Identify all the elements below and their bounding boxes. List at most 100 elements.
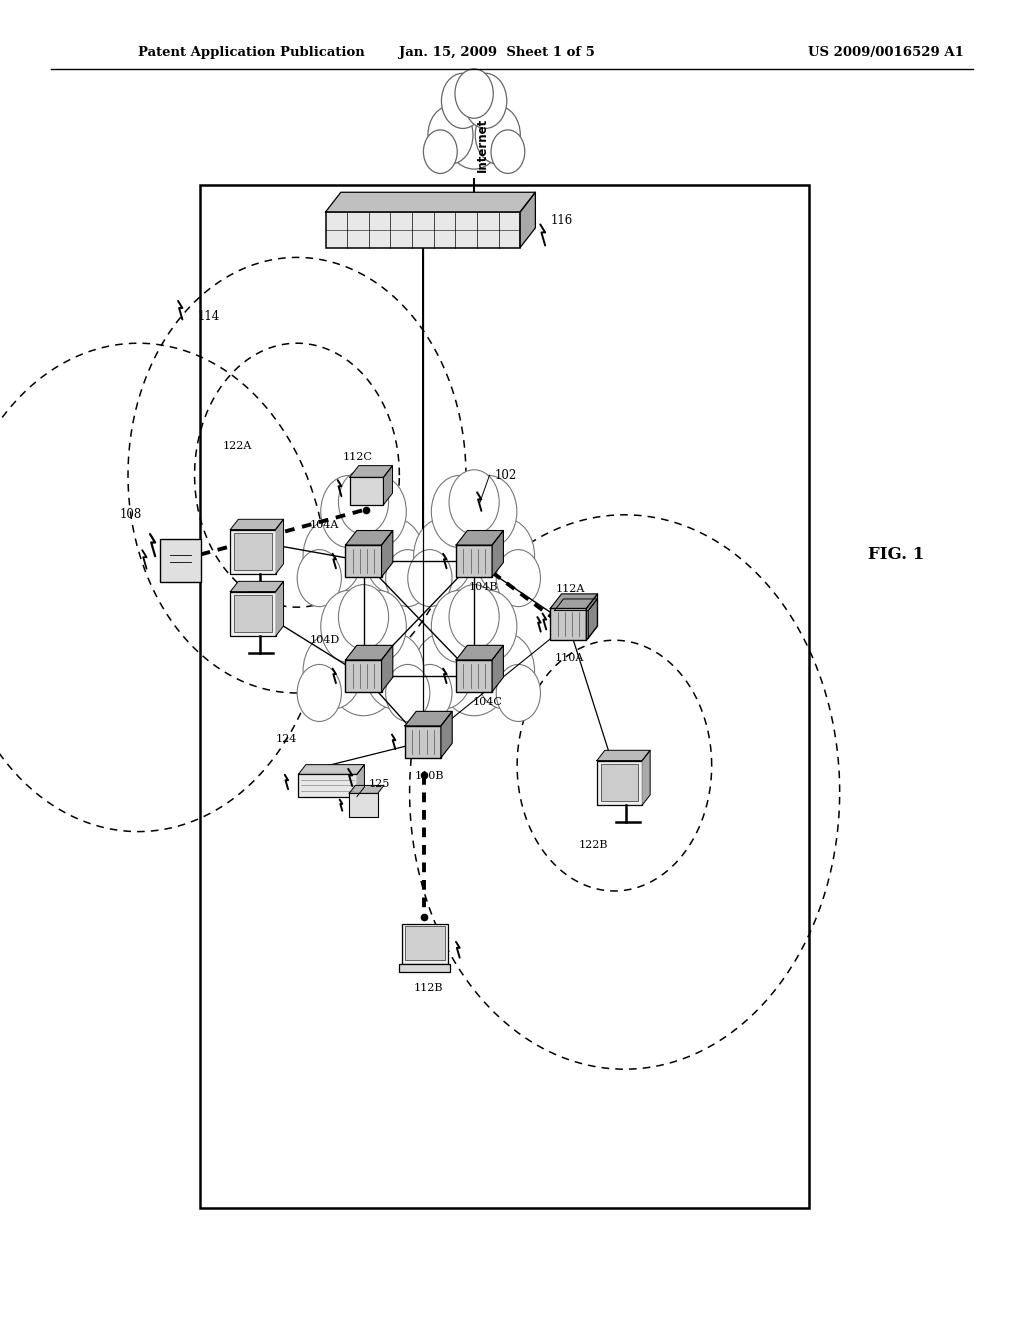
Circle shape <box>297 549 341 607</box>
FancyBboxPatch shape <box>401 924 447 964</box>
Text: Internet: Internet <box>476 117 488 173</box>
Circle shape <box>365 634 424 709</box>
FancyBboxPatch shape <box>298 775 357 796</box>
Polygon shape <box>642 750 650 805</box>
Circle shape <box>455 69 494 119</box>
Circle shape <box>464 73 507 128</box>
Text: US 2009/0016529 A1: US 2009/0016529 A1 <box>808 46 964 59</box>
Polygon shape <box>230 581 284 591</box>
Polygon shape <box>456 531 504 545</box>
Polygon shape <box>383 466 392 504</box>
Polygon shape <box>588 599 597 638</box>
Text: FIG. 1: FIG. 1 <box>868 546 924 562</box>
Circle shape <box>339 585 388 649</box>
Circle shape <box>408 549 452 607</box>
Circle shape <box>475 519 535 594</box>
Circle shape <box>326 502 401 601</box>
Polygon shape <box>298 764 365 775</box>
Polygon shape <box>382 531 393 577</box>
Circle shape <box>428 106 473 164</box>
Polygon shape <box>587 594 598 640</box>
Circle shape <box>436 616 512 715</box>
FancyBboxPatch shape <box>234 595 271 632</box>
Text: 104C: 104C <box>473 697 503 708</box>
Circle shape <box>326 616 401 715</box>
Circle shape <box>475 106 520 164</box>
Circle shape <box>431 475 487 548</box>
Polygon shape <box>326 193 536 213</box>
Text: Jan. 15, 2009  Sheet 1 of 5: Jan. 15, 2009 Sheet 1 of 5 <box>398 46 595 59</box>
Text: 104D: 104D <box>309 635 340 645</box>
FancyBboxPatch shape <box>349 793 378 817</box>
Text: 110A: 110A <box>555 653 585 664</box>
Text: 124: 124 <box>275 734 297 744</box>
Text: 125: 125 <box>369 779 390 789</box>
Circle shape <box>414 519 473 594</box>
FancyBboxPatch shape <box>326 211 520 248</box>
Polygon shape <box>404 711 453 726</box>
FancyBboxPatch shape <box>456 545 493 577</box>
Circle shape <box>436 502 512 601</box>
Circle shape <box>297 664 341 722</box>
Circle shape <box>339 470 388 535</box>
Circle shape <box>441 73 484 128</box>
Polygon shape <box>555 599 597 611</box>
Text: 116: 116 <box>551 214 573 227</box>
Text: 110B: 110B <box>415 771 444 781</box>
FancyBboxPatch shape <box>345 660 382 692</box>
Polygon shape <box>520 193 536 248</box>
Circle shape <box>431 590 487 663</box>
Polygon shape <box>357 764 365 796</box>
FancyBboxPatch shape <box>555 611 589 638</box>
Circle shape <box>303 519 362 594</box>
FancyBboxPatch shape <box>234 533 271 570</box>
FancyBboxPatch shape <box>345 545 382 577</box>
Circle shape <box>365 519 424 594</box>
Polygon shape <box>349 785 384 793</box>
FancyBboxPatch shape <box>200 185 809 1208</box>
Circle shape <box>321 590 377 663</box>
Polygon shape <box>230 519 284 529</box>
Polygon shape <box>345 645 393 660</box>
Text: 108: 108 <box>120 508 142 521</box>
Circle shape <box>386 549 430 607</box>
Polygon shape <box>597 750 650 760</box>
Circle shape <box>450 585 499 649</box>
Polygon shape <box>441 711 453 758</box>
FancyBboxPatch shape <box>230 591 275 636</box>
Polygon shape <box>456 645 504 660</box>
FancyBboxPatch shape <box>404 726 441 758</box>
FancyBboxPatch shape <box>601 764 638 801</box>
Circle shape <box>444 94 504 169</box>
Polygon shape <box>493 531 504 577</box>
Text: 122B: 122B <box>579 840 608 850</box>
Circle shape <box>450 470 499 535</box>
Text: 112A: 112A <box>556 583 586 594</box>
Text: 114: 114 <box>198 310 220 323</box>
Text: 104A: 104A <box>309 520 339 531</box>
Text: Patent Application Publication: Patent Application Publication <box>138 46 365 59</box>
Text: 112C: 112C <box>343 451 373 462</box>
Polygon shape <box>493 645 504 692</box>
FancyBboxPatch shape <box>161 540 202 582</box>
Polygon shape <box>275 519 284 574</box>
Circle shape <box>497 664 541 722</box>
Text: 112B: 112B <box>414 983 443 994</box>
Polygon shape <box>345 531 393 545</box>
Circle shape <box>350 475 407 548</box>
Polygon shape <box>349 466 392 478</box>
Circle shape <box>461 475 517 548</box>
Circle shape <box>424 129 458 173</box>
FancyBboxPatch shape <box>399 964 451 973</box>
Circle shape <box>350 590 407 663</box>
Polygon shape <box>550 594 598 609</box>
Text: 122A: 122A <box>222 441 252 451</box>
Polygon shape <box>382 645 393 692</box>
Circle shape <box>408 664 452 722</box>
FancyBboxPatch shape <box>456 660 493 692</box>
Text: 102: 102 <box>495 469 517 482</box>
Text: 104B: 104B <box>469 582 499 593</box>
Polygon shape <box>275 581 284 636</box>
Circle shape <box>414 634 473 709</box>
FancyBboxPatch shape <box>230 529 275 574</box>
